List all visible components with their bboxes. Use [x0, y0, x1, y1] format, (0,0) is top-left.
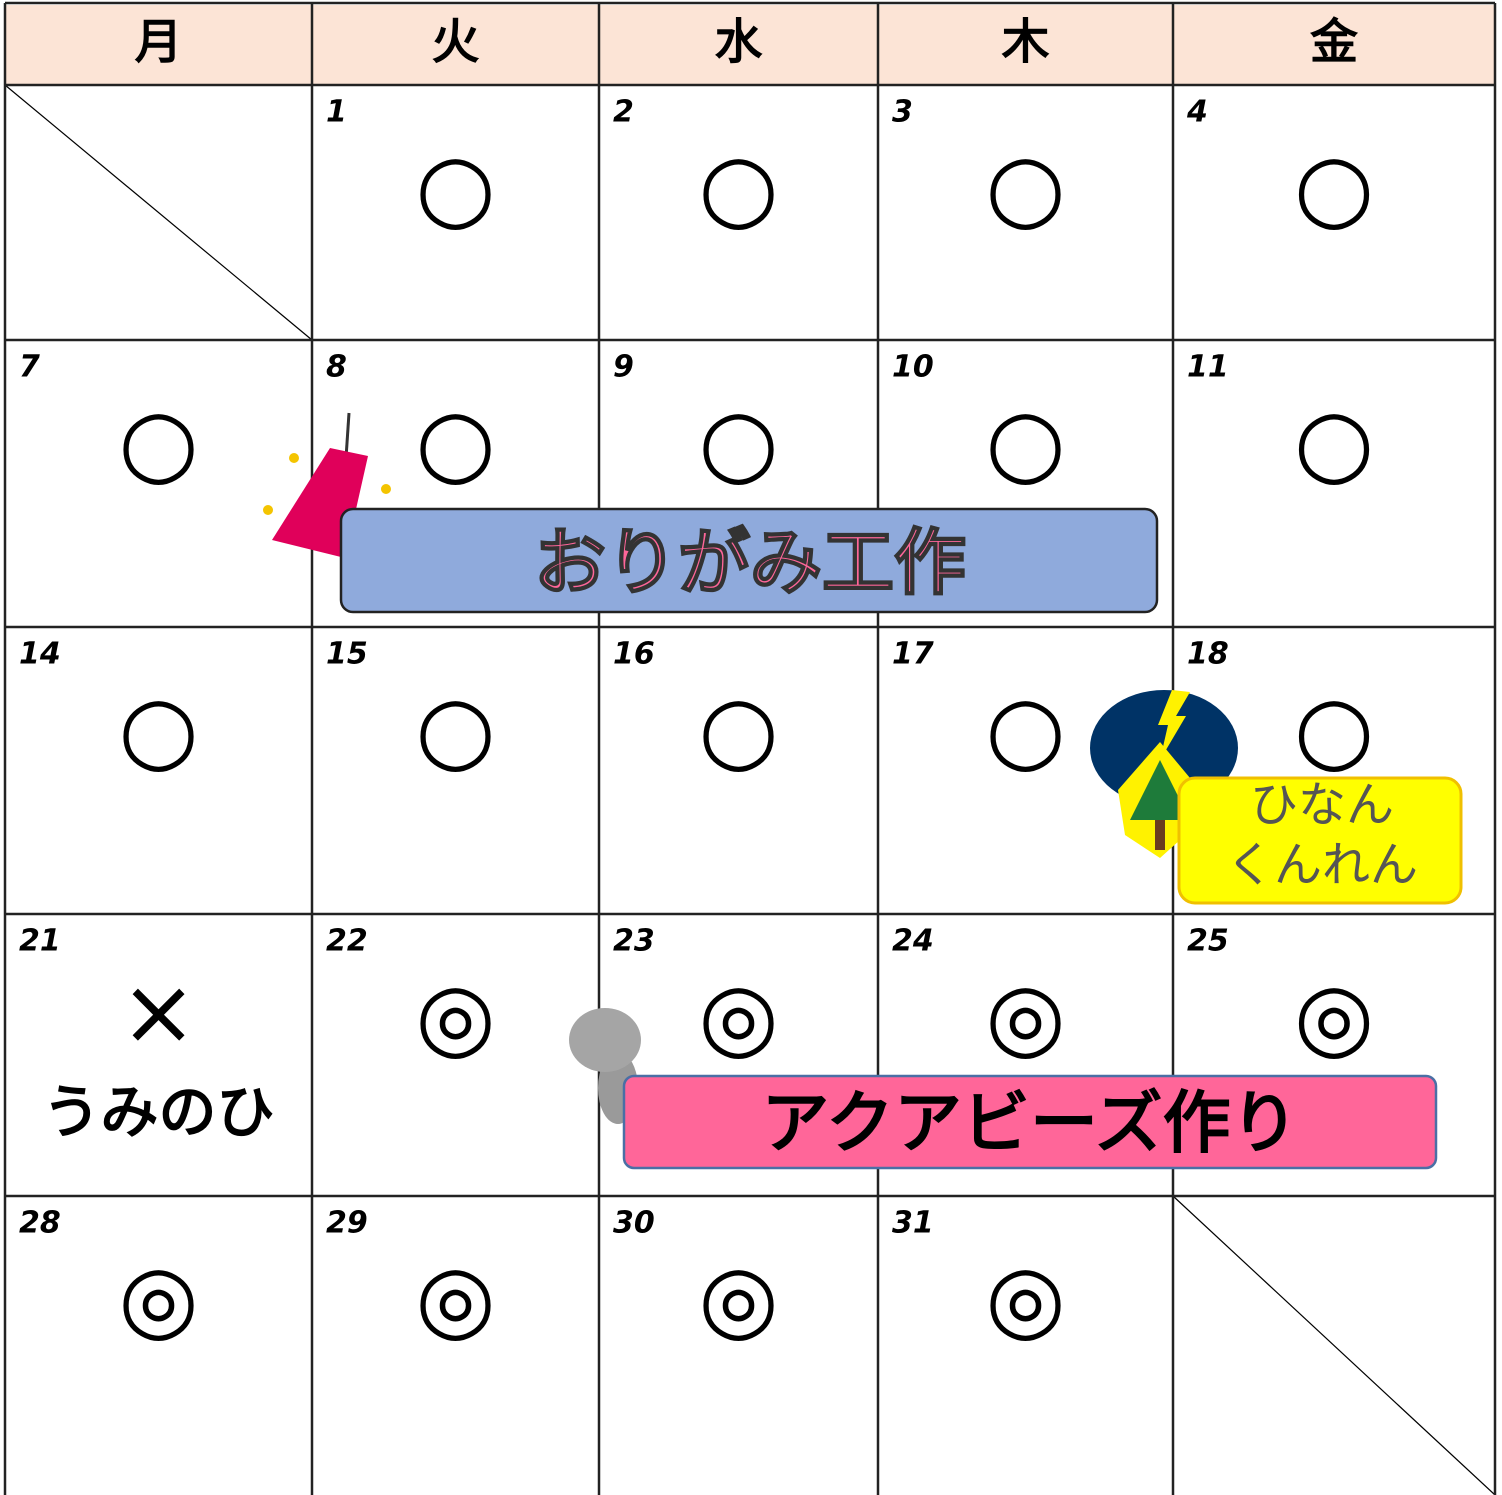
mark: ◎: [985, 1244, 1065, 1351]
mark: ×: [120, 958, 197, 1065]
mark: ◎: [698, 1244, 778, 1351]
day-number: 3: [892, 95, 913, 130]
day-number: 1: [326, 95, 347, 130]
mark: ◎: [698, 962, 778, 1069]
mark: ○: [1294, 133, 1374, 240]
day-number: 14: [19, 637, 61, 672]
event-box: [1177, 776, 1463, 905]
bolt: [1158, 690, 1190, 760]
sparkle: [263, 505, 273, 515]
day-number: 23: [613, 924, 655, 959]
sparkle: [289, 453, 299, 463]
day-number: 25: [1187, 924, 1229, 959]
sparkle: [381, 484, 391, 494]
mark: ◎: [1294, 962, 1374, 1069]
day-number: 8: [326, 350, 347, 385]
mark: ○: [698, 133, 778, 240]
weekday: 水: [714, 14, 763, 70]
event-title: おりがみ工作: [534, 521, 966, 605]
day-number: 16: [613, 637, 655, 672]
day-number: 29: [326, 1206, 368, 1241]
day-number: 17: [892, 637, 934, 672]
mark: ○: [985, 133, 1065, 240]
weekday: 火: [431, 14, 479, 70]
day-number: 22: [326, 924, 368, 959]
mark: ○: [698, 675, 778, 782]
day-number: 2: [613, 95, 634, 130]
weekday: 木: [1001, 14, 1049, 70]
weekday: 月: [134, 14, 182, 70]
event-title: アクアビーズ作り: [761, 1085, 1298, 1164]
tree: [1130, 760, 1190, 820]
diagonal: [4, 84, 313, 341]
event-banner: [339, 507, 1159, 614]
mark: ○: [415, 675, 495, 782]
mark: ○: [985, 675, 1065, 782]
mark: ○: [118, 388, 198, 495]
event-banner: [622, 1074, 1438, 1170]
mark: ◎: [415, 1244, 495, 1351]
day-number: 7: [19, 350, 40, 385]
header-bg: [5, 5, 1495, 85]
mark: ○: [415, 388, 495, 495]
day-number: 4: [1186, 95, 1208, 130]
mark: ○: [1294, 388, 1374, 495]
note: うみのひ: [42, 1078, 274, 1146]
event-title: くんれん: [1226, 837, 1418, 893]
day-number: 28: [19, 1206, 61, 1241]
mark: ◎: [415, 962, 495, 1069]
mark: ◎: [118, 1244, 198, 1351]
diagonal: [1172, 1195, 1496, 1495]
event-title: ひなん: [1250, 777, 1394, 833]
mark: ○: [118, 675, 198, 782]
mark: ○: [985, 388, 1065, 495]
string: [344, 412, 351, 459]
cat-head: [569, 1008, 641, 1072]
day-number: 24: [892, 924, 934, 959]
mark: ○: [415, 133, 495, 240]
weekday: 金: [1309, 14, 1359, 70]
day-number: 11: [1187, 350, 1229, 385]
day-number: 30: [613, 1206, 655, 1241]
day-number: 18: [1187, 637, 1229, 672]
day-number: 10: [892, 350, 934, 385]
day-number: 9: [613, 350, 634, 385]
day-number: 15: [326, 637, 368, 672]
trunk: [1155, 820, 1165, 850]
mark: ○: [698, 388, 778, 495]
day-number: 31: [892, 1206, 934, 1241]
mark: ◎: [985, 962, 1065, 1069]
mark: ○: [1294, 675, 1374, 782]
day-number: 21: [19, 924, 61, 959]
